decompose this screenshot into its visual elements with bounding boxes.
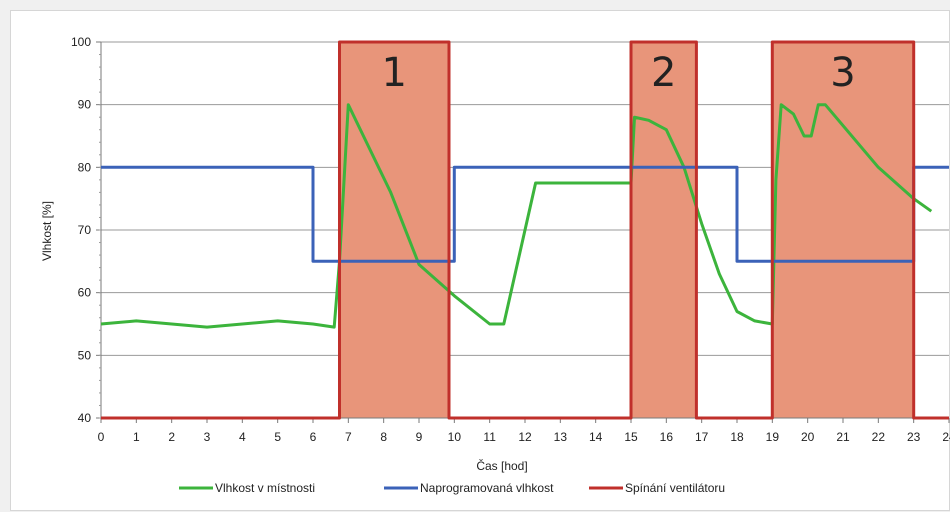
y-tick-label: 40 [78,411,92,425]
x-tick-label: 6 [310,430,317,444]
series-lines [100,40,949,420]
x-tick-label: 16 [660,430,674,444]
x-tick-label: 3 [204,430,211,444]
y-tick-label: 50 [78,348,92,362]
x-tick-label: 24 [942,430,950,444]
y-axis-title: Vlhkost [%] [40,201,54,261]
fan-zones [339,42,914,418]
series-line-3 [101,40,949,420]
x-axis-title: Čas [hod] [476,458,527,473]
legend-label-3: Spínání ventilátoru [625,481,725,495]
y-tick-label: 80 [78,160,92,174]
y-tick-label: 90 [78,98,92,112]
x-tick-label: 2 [168,430,175,444]
x-tick-label: 1 [133,430,140,444]
legend-label-1: Vlhkost v místnosti [215,481,315,495]
zone-label-1: 1 [382,50,407,96]
y-tick-label: 70 [78,223,92,237]
x-tick-label: 21 [836,430,850,444]
x-tick-label: 10 [448,430,462,444]
x-tick-label: 14 [589,430,603,444]
x-tick-label: 13 [554,430,568,444]
x-tick-label: 22 [872,430,886,444]
fan-zone-2 [631,42,697,418]
x-tick-label: 20 [801,430,815,444]
x-tick-label: 19 [766,430,780,444]
x-tick-label: 23 [907,430,921,444]
y-tick-label: 100 [71,35,91,49]
legend: Vlhkost v místnosti Naprogramovaná vlhkos… [179,481,725,495]
x-tick-label: 15 [624,430,638,444]
fan-zone-1 [339,42,450,418]
x-tick-label: 9 [416,430,423,444]
x-tick-label: 8 [380,430,387,444]
series-line-1 [100,103,933,329]
x-tick-label: 12 [518,430,532,444]
fan-zone-3 [772,42,914,418]
y-tick-label: 60 [78,286,92,300]
zone-label-3: 3 [830,50,855,96]
x-tick-label: 5 [274,430,281,444]
x-tick-label: 4 [239,430,246,444]
x-tick-label: 18 [730,430,744,444]
legend-label-2: Naprogramovaná vlhkost [420,481,554,495]
x-tick-label: 17 [695,430,709,444]
x-tick-label: 7 [345,430,352,444]
zone-labels: 1 2 3 [382,50,856,96]
x-tick-label: 11 [483,430,496,444]
zone-label-2: 2 [651,50,676,96]
x-tick-label: 0 [98,430,105,444]
